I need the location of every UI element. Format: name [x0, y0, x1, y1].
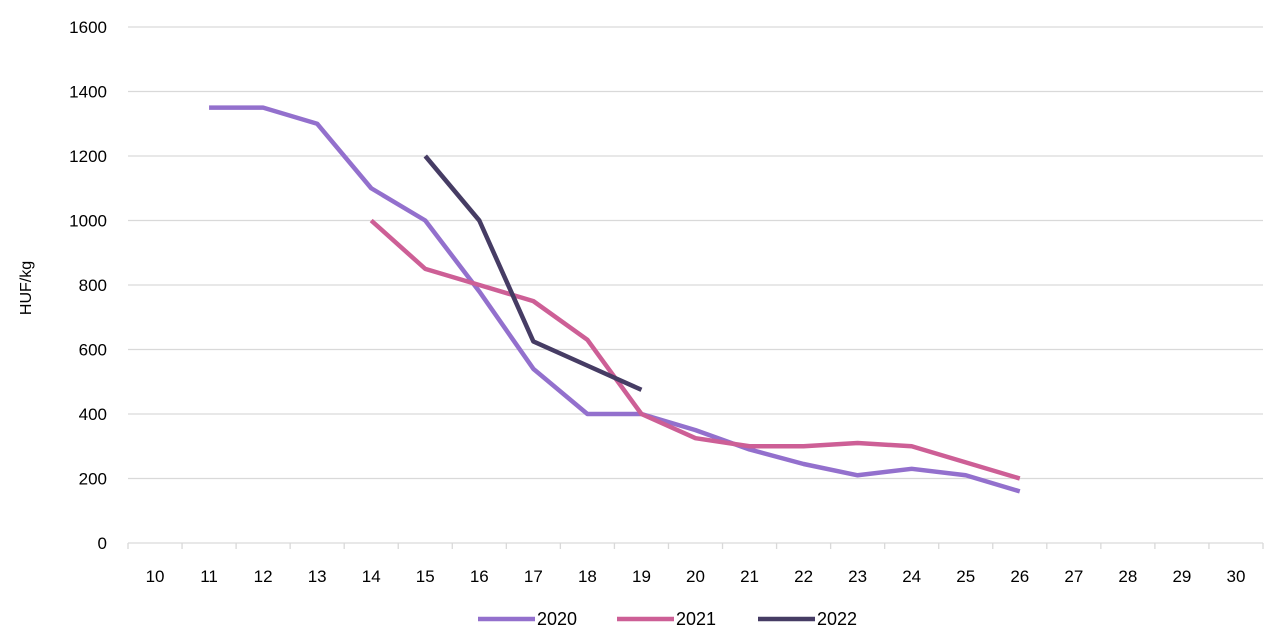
x-tick-label: 22 [794, 567, 813, 586]
y-tick-label: 1400 [69, 83, 107, 102]
y-tick-label: 400 [79, 405, 107, 424]
x-tick-label: 12 [254, 567, 273, 586]
x-tick-label: 17 [524, 567, 543, 586]
x-tick-label: 10 [146, 567, 165, 586]
x-tick-label: 21 [740, 567, 759, 586]
x-tick-label: 13 [308, 567, 327, 586]
x-tick-label: 23 [848, 567, 867, 586]
x-tick-label: 27 [1064, 567, 1083, 586]
x-tick-label: 26 [1010, 567, 1029, 586]
gridlines [128, 26, 1263, 480]
x-tick-label: 25 [956, 567, 975, 586]
x-tick-labels: 10 11 12 13 14 15 16 17 18 19 20 21 22 23 24 25 26 27 28 29… [146, 567, 1246, 586]
x-tick-label: 18 [578, 567, 597, 586]
y-tick-label: 1200 [69, 147, 107, 166]
y-tick-label: 0 [98, 534, 107, 553]
x-tick-label: 14 [362, 567, 381, 586]
x-tick-label: 15 [416, 567, 435, 586]
legend-label: 2020 [537, 609, 577, 629]
y-tick-label: 200 [79, 470, 107, 489]
y-tick-label: 800 [79, 276, 107, 295]
x-tick-label: 19 [632, 567, 651, 586]
y-axis-title: HUF/kg [18, 261, 35, 315]
legend-label: 2021 [676, 609, 716, 629]
y-tick-label: 1600 [69, 18, 107, 37]
axes [127, 542, 1264, 549]
y-tick-labels: 0 200 400 600 800 1000 1200 1400 1600 [69, 18, 107, 553]
legend-label: 2022 [817, 609, 857, 629]
x-tick-label: 29 [1172, 567, 1191, 586]
x-tick-label: 28 [1118, 567, 1137, 586]
x-tick-label: 30 [1227, 567, 1246, 586]
y-tick-label: 1000 [69, 212, 107, 231]
series-line-2020 [209, 105, 1021, 494]
x-tick-label: 16 [470, 567, 489, 586]
x-tick-label: 11 [200, 567, 218, 586]
x-tick-label: 20 [686, 567, 705, 586]
y-tick-label: 600 [79, 341, 107, 360]
series-line-2021 [369, 218, 1021, 481]
series-line-2022 [423, 154, 643, 392]
series-lines [209, 105, 1021, 494]
legend: 2020 2021 2022 [478, 609, 857, 629]
x-tick-label: 24 [902, 567, 921, 586]
